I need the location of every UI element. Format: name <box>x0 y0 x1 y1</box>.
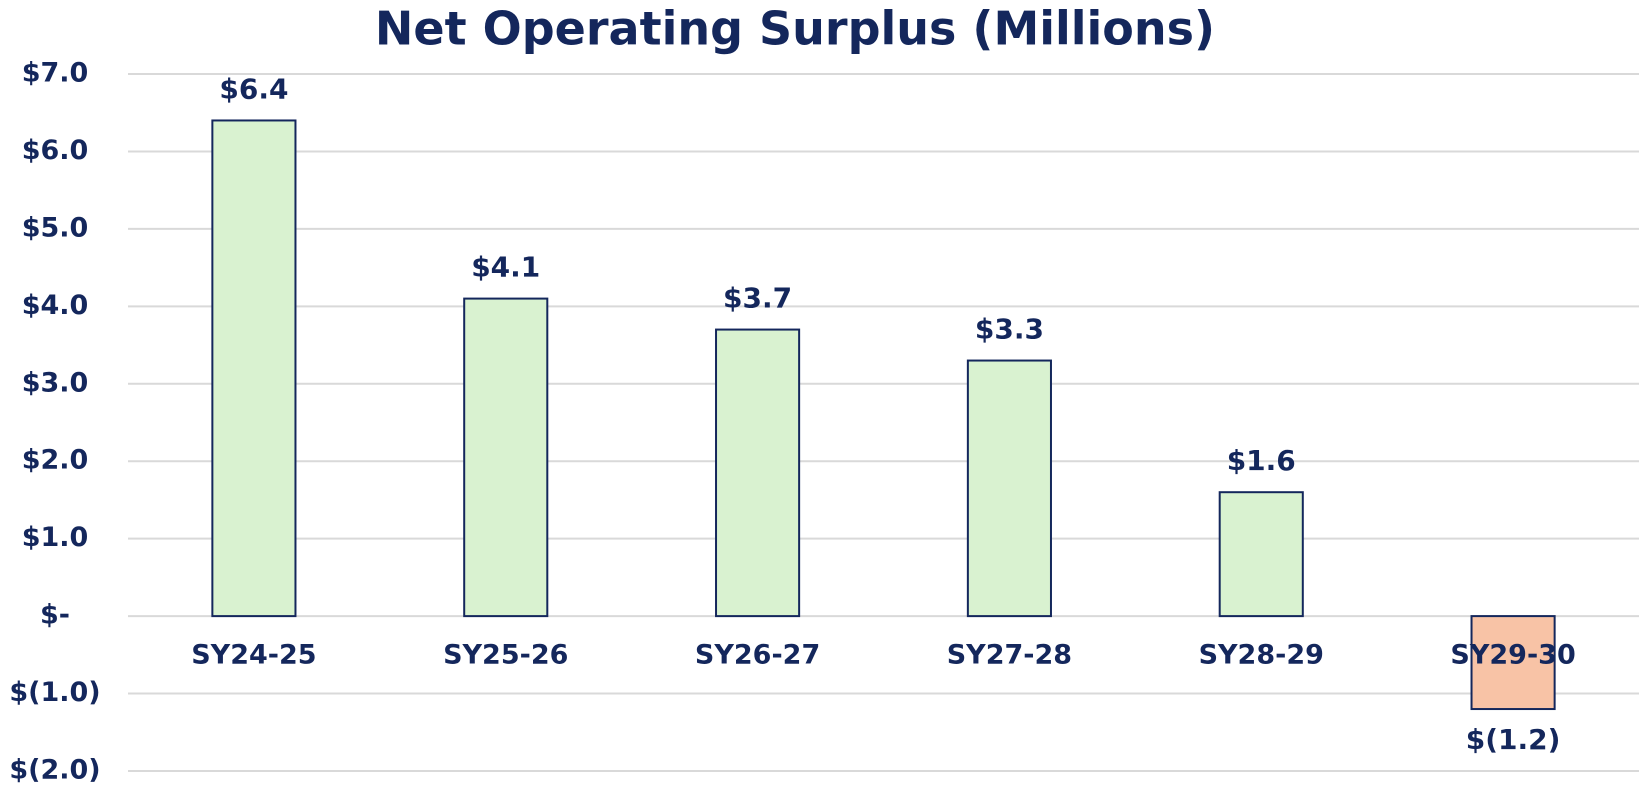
bar <box>715 328 801 618</box>
y-tick-label: $4.0 <box>22 290 89 321</box>
x-tick-label: SY27-28 <box>947 640 1072 671</box>
value-label: $3.3 <box>975 313 1044 346</box>
x-tick-label: SY26-27 <box>695 640 820 671</box>
bar <box>966 359 1052 618</box>
value-label: $4.1 <box>471 251 540 284</box>
y-tick-label: $- <box>40 600 70 631</box>
value-label: $6.4 <box>219 72 288 105</box>
bar <box>463 297 549 618</box>
y-tick-label: $6.0 <box>22 135 89 166</box>
y-tick-label: $(1.0) <box>9 677 100 708</box>
bar <box>1218 491 1304 618</box>
y-tick-label: $2.0 <box>22 445 89 476</box>
y-tick-label: $(2.0) <box>9 755 100 786</box>
x-tick-label: SY28-29 <box>1199 640 1324 671</box>
x-tick-label: SY24-25 <box>191 640 316 671</box>
value-label: $1.6 <box>1227 444 1296 477</box>
y-tick-label: $5.0 <box>22 212 89 243</box>
y-tick-label: $3.0 <box>22 367 89 398</box>
x-tick-label: SY25-26 <box>443 640 568 671</box>
x-tick-label: SY29-30 <box>1450 640 1575 671</box>
y-tick-label: $7.0 <box>22 58 89 89</box>
value-label: $(1.2) <box>1466 723 1561 756</box>
value-label: $3.7 <box>723 282 792 315</box>
bar <box>1470 615 1556 711</box>
y-tick-label: $1.0 <box>22 522 89 553</box>
chart-title: Net Operating Surplus (Millions) <box>375 2 1215 56</box>
bar <box>211 119 297 618</box>
